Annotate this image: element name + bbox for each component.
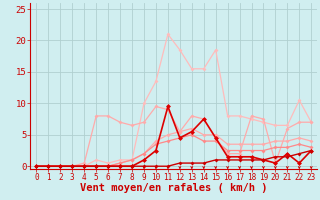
X-axis label: Vent moyen/en rafales ( km/h ): Vent moyen/en rafales ( km/h ) — [80, 183, 268, 193]
